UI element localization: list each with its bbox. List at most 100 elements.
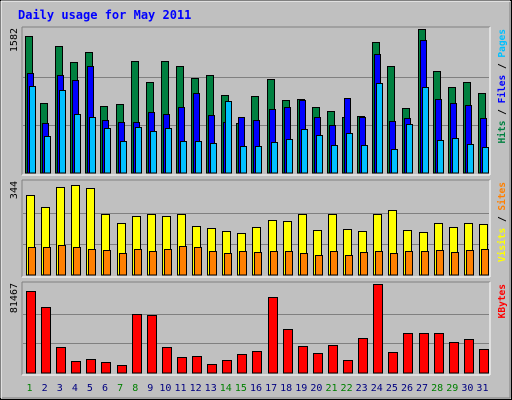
series-label-part: /: [497, 103, 508, 120]
bar-kbytes-day-27: [419, 333, 429, 374]
bar-pages-day-10: [165, 128, 172, 174]
y-max-label: 81467: [9, 283, 20, 313]
bar-sites-day-19: [300, 253, 308, 276]
y-max-label: 1582: [9, 28, 20, 52]
bar-pages-day-12: [195, 141, 202, 174]
series-label-part: Files: [497, 75, 508, 104]
bar-sites-day-14: [224, 253, 232, 276]
bar-kbytes-day-10: [162, 347, 172, 374]
series-label-part: Pages: [497, 29, 508, 58]
panel-pages-files-hits: 1582 Hits / Files / Pages: [9, 26, 508, 176]
bar-pages-day-5: [89, 117, 96, 174]
x-tick-label: 6: [102, 383, 108, 394]
series-label-part: KBytes: [497, 284, 508, 318]
bar-sites-day-11: [179, 246, 187, 276]
x-tick-label: 5: [87, 383, 93, 394]
bar-kbytes-day-22: [343, 360, 353, 374]
panel-kbytes: 81467 KBytes: [9, 281, 508, 376]
bar-kbytes-day-3: [56, 347, 66, 374]
x-tick-label: 19: [295, 383, 307, 394]
bar-kbytes-day-28: [434, 333, 444, 374]
bar-kbytes-day-12: [192, 356, 202, 374]
bar-kbytes-day-8: [132, 314, 142, 374]
bar-pages-day-8: [135, 127, 142, 174]
x-tick-label: 29: [446, 383, 458, 394]
x-tick-label: 9: [147, 383, 153, 394]
bar-kbytes-day-18: [283, 329, 293, 374]
bar-kbytes-day-20: [313, 353, 323, 374]
series-label-part: Hits: [497, 121, 508, 144]
bar-kbytes-day-13: [207, 364, 217, 374]
bar-kbytes-day-29: [449, 342, 459, 374]
bar-pages-day-27: [422, 87, 429, 174]
bar-pages-day-19: [301, 129, 308, 174]
bar-pages-day-9: [150, 131, 157, 174]
bar-sites-day-16: [254, 252, 262, 276]
x-tick-label: 27: [416, 383, 428, 394]
x-tick-label: 3: [57, 383, 63, 394]
series-label: Hits / Files / Pages: [497, 29, 508, 143]
bar-kbytes-day-31: [479, 349, 489, 374]
x-tick-label: 20: [310, 383, 322, 394]
bar-sites-day-12: [194, 247, 202, 276]
x-tick-label: 18: [280, 383, 292, 394]
bar-sites-day-25: [390, 253, 398, 276]
series-label-part: /: [497, 58, 508, 75]
bar-kbytes-day-11: [177, 357, 187, 374]
bar-kbytes-day-21: [328, 345, 338, 374]
x-tick-label: 7: [117, 383, 123, 394]
bar-pages-day-13: [210, 143, 217, 174]
bar-pages-day-24: [376, 83, 383, 174]
bar-sites-day-18: [285, 251, 293, 276]
x-tick-label: 12: [190, 383, 202, 394]
bar-pages-day-30: [467, 144, 474, 174]
x-tick-label: 30: [461, 383, 473, 394]
series-label: KBytes: [497, 284, 508, 318]
bar-sites-day-8: [134, 249, 142, 276]
bar-pages-day-26: [406, 124, 413, 174]
bar-sites-day-17: [270, 251, 278, 276]
bar-sites-day-5: [88, 249, 96, 276]
bar-pages-day-6: [104, 128, 111, 174]
bar-kbytes-day-16: [252, 351, 262, 374]
bar-sites-day-6: [103, 250, 111, 276]
bar-pages-day-16: [255, 146, 262, 174]
bar-sites-day-7: [119, 253, 127, 276]
bar-sites-day-9: [149, 251, 157, 276]
bar-sites-day-31: [481, 249, 489, 276]
bar-kbytes-day-25: [388, 352, 398, 374]
bar-sites-day-2: [43, 247, 51, 276]
bar-pages-day-21: [331, 145, 338, 174]
bar-pages-day-25: [391, 149, 398, 174]
bar-pages-day-7: [120, 141, 127, 174]
bar-sites-day-15: [239, 251, 247, 276]
chart-title: Daily usage for May 2011: [18, 8, 191, 22]
x-tick-label: 10: [159, 383, 171, 394]
bar-sites-day-22: [345, 255, 353, 276]
x-tick-label: 15: [235, 383, 247, 394]
bar-pages-day-1: [29, 86, 36, 174]
x-tick-label: 11: [174, 383, 186, 394]
x-tick-label: 26: [401, 383, 413, 394]
bar-sites-day-1: [28, 247, 36, 276]
bar-sites-day-4: [73, 247, 81, 276]
bar-sites-day-3: [58, 245, 66, 276]
bar-kbytes-day-5: [86, 359, 96, 374]
x-tick-label: 25: [386, 383, 398, 394]
bar-sites-day-29: [451, 252, 459, 276]
bar-kbytes-day-14: [222, 360, 232, 374]
bar-kbytes-day-9: [147, 315, 157, 374]
x-tick-label: 17: [265, 383, 277, 394]
bar-pages-day-2: [44, 136, 51, 174]
x-tick-label: 23: [356, 383, 368, 394]
bar-sites-day-23: [360, 252, 368, 276]
x-tick-label: 2: [42, 383, 48, 394]
bar-kbytes-day-1: [26, 291, 36, 374]
x-tick-label: 24: [371, 383, 383, 394]
x-tick-label: 1: [27, 383, 33, 394]
bar-sites-day-27: [421, 251, 429, 276]
bar-kbytes-day-2: [41, 307, 51, 374]
series-label-part: /: [497, 211, 508, 228]
bar-kbytes-day-4: [71, 361, 81, 374]
